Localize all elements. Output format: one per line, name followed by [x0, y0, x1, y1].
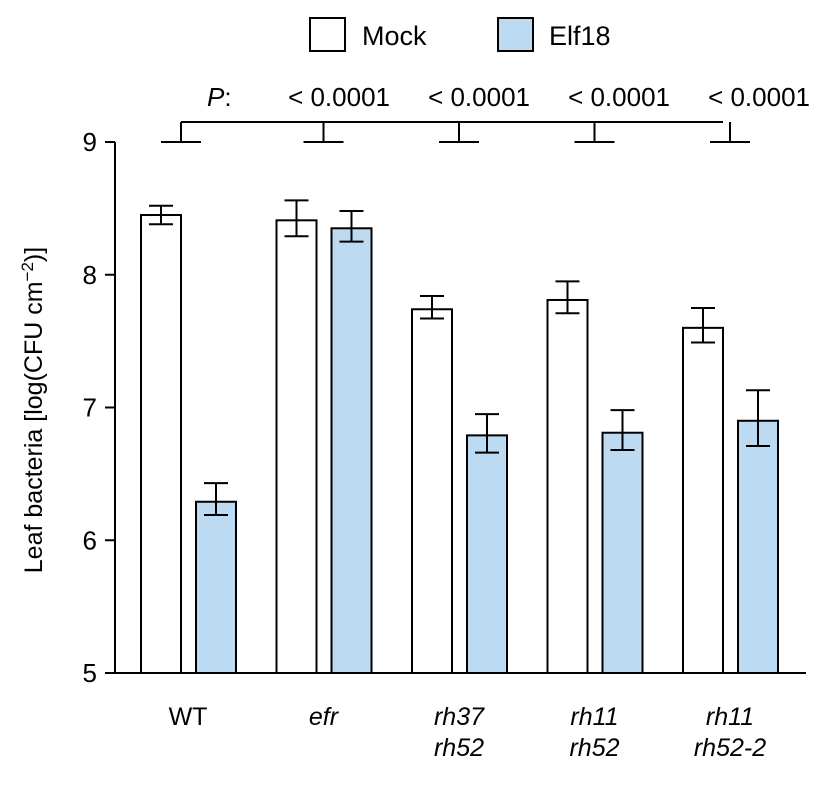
- legend-label-elf18: Elf18: [549, 21, 611, 51]
- y-axis-title-main: Leaf bacteria [log(CFU cm: [20, 281, 48, 573]
- category-label-2-line-1: rh52: [434, 734, 484, 762]
- p-value-1: < 0.0001: [288, 82, 390, 112]
- p-value-3: < 0.0001: [568, 82, 670, 112]
- p-value-label: P:: [207, 82, 232, 112]
- y-axis-title-end: )]: [20, 247, 48, 262]
- bar-mock-0: [140, 214, 182, 674]
- y-tick-label-1: 6: [83, 525, 97, 555]
- category-label-2: rh37 rh52: [434, 703, 485, 762]
- bar-mock-4: [682, 326, 724, 674]
- y-tick-label-3: 8: [83, 260, 97, 290]
- p-value-2: < 0.0001: [428, 82, 530, 112]
- category-label-4-line-0: rh11: [706, 703, 754, 731]
- category-label-1: efr: [309, 703, 340, 731]
- bar-elf18-0: [195, 500, 237, 674]
- category-label-3-line-0: rh11: [570, 703, 618, 731]
- category-label-2-line-0: rh37: [434, 703, 485, 731]
- y-tick-label-4: 9: [83, 127, 97, 157]
- category-label-3-line-1: rh52: [569, 734, 619, 762]
- category-label-4-line-1: rh52-2: [694, 734, 766, 762]
- bar-mock-1: [275, 219, 318, 674]
- y-tick-label-0: 5: [83, 658, 97, 688]
- p-value-letter: P: [207, 82, 225, 112]
- bar-mock-3: [546, 298, 589, 674]
- category-label-1-line-0: efr: [309, 703, 340, 731]
- bar-elf18-2: [466, 434, 508, 674]
- legend-swatch-elf18: [497, 17, 534, 52]
- category-label-0: WT: [169, 703, 208, 731]
- legend: Mock Elf18: [309, 17, 611, 52]
- bar-elf18-3: [601, 431, 644, 674]
- bar-mock-2: [411, 308, 453, 674]
- bar-elf18-1: [330, 227, 373, 674]
- legend-label-mock: Mock: [362, 21, 427, 51]
- y-tick-label-2: 7: [83, 393, 97, 423]
- legend-swatch-mock: [309, 17, 346, 52]
- category-label-4: rh11 rh52-2: [694, 703, 766, 762]
- plot-area: 5 6 7 8 9 WT efr rh37 rh52 rh11 rh52 rh11 rh52-2 < 0.…: [83, 82, 810, 762]
- bar-elf18-4: [737, 419, 779, 674]
- category-label-3: rh11 rh52: [569, 703, 619, 762]
- category-label-0-line-0: WT: [169, 703, 208, 731]
- p-value-separator: :: [224, 82, 231, 112]
- y-axis-title: Leaf bacteria [log(CFU cm−2)]: [18, 247, 49, 573]
- y-axis-title-exponent: −2: [18, 262, 37, 281]
- p-value-4: < 0.0001: [708, 82, 810, 112]
